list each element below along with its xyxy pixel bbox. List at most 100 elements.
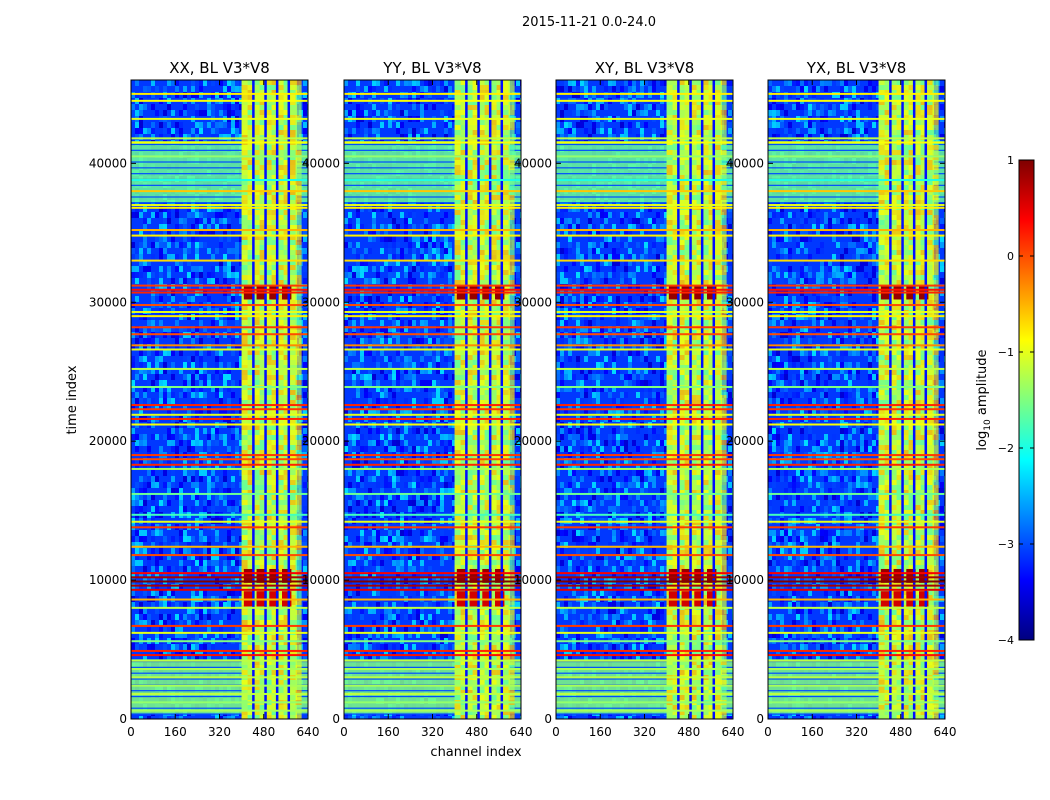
band-cell [247, 530, 254, 535]
band-cell [283, 360, 290, 365]
band-cell [247, 95, 254, 100]
band-cell [283, 470, 290, 475]
band-cell [241, 160, 248, 165]
band-cell [259, 110, 266, 115]
band-cell [265, 190, 272, 195]
heatmap-cell [155, 584, 159, 590]
band-cell [265, 540, 272, 545]
band-cell [271, 510, 278, 515]
heatmap-cell [159, 134, 163, 140]
band-cell [295, 455, 302, 460]
band-cell [265, 365, 272, 370]
heatmap-cell [404, 266, 408, 272]
band-cell [253, 445, 260, 450]
band-cell [295, 95, 302, 100]
heatmap-cell [239, 410, 243, 416]
heatmap-cell [235, 404, 239, 410]
heatmap-cell [171, 254, 175, 260]
heatmap-cell [368, 206, 372, 212]
heatmap-cell [203, 536, 207, 542]
heatmap-cell [436, 242, 440, 248]
band-cell [277, 620, 284, 625]
band-cell [289, 120, 296, 125]
band-cell [271, 665, 278, 670]
band-cell [271, 620, 278, 625]
band-cell [283, 350, 290, 355]
band-cell [265, 635, 272, 640]
heatmap-cell [392, 236, 396, 242]
heatmap-cell [179, 716, 183, 719]
band-cell [295, 330, 302, 335]
band-cell [283, 565, 290, 570]
band-cell [283, 125, 290, 130]
band-cell [253, 550, 260, 555]
heatmap-cell [139, 542, 143, 548]
band-cell [259, 230, 266, 235]
band-cell [295, 200, 302, 205]
heatmap-cell [420, 272, 424, 278]
band-cell [295, 375, 302, 380]
band-cell [289, 90, 296, 95]
heatmap-cell [400, 296, 404, 302]
band-cell [265, 225, 272, 230]
heatmap-cell [223, 464, 227, 470]
heatmap-cell [239, 218, 243, 224]
heatmap-cell [396, 260, 400, 266]
band-cell [253, 350, 260, 355]
heatmap-cell [139, 338, 143, 344]
band-cell [265, 405, 272, 410]
heatmap-cell [203, 566, 207, 572]
heatmap-cell [143, 338, 147, 344]
heatmap-cell [408, 230, 412, 236]
heatmap-cell [400, 212, 404, 218]
band-cell [277, 265, 284, 270]
rfi-row [131, 234, 308, 237]
band-cell [271, 235, 278, 240]
heatmap-cell [163, 572, 167, 578]
band-cell [277, 495, 284, 500]
heatmap-cell [179, 434, 183, 440]
band-cell [289, 620, 296, 625]
band-cell [271, 400, 278, 405]
heatmap-cell [163, 350, 167, 356]
band-cell [253, 170, 260, 175]
heatmap-cell [163, 248, 167, 254]
band-cell [253, 145, 260, 150]
band-cell [277, 555, 284, 560]
band-cell [241, 690, 248, 695]
heatmap-cell [207, 458, 211, 464]
heatmap-cell [356, 86, 360, 92]
band-cell [265, 150, 272, 155]
band-cell [289, 100, 296, 105]
band-cell [295, 465, 302, 470]
band-cell [271, 110, 278, 115]
band-cell [253, 335, 260, 340]
heatmap-cell [199, 608, 203, 614]
band-cell [265, 580, 272, 585]
heatmap-cell [175, 614, 179, 620]
heatmap-cell [404, 86, 408, 92]
band-cell [295, 175, 302, 180]
band-cell [277, 560, 284, 565]
heatmap-cell [215, 356, 219, 362]
band-cell [271, 550, 278, 555]
heatmap-cell [183, 506, 187, 512]
heatmap-cell [175, 254, 179, 260]
band-cell [295, 685, 302, 690]
heatmap-cell [195, 122, 199, 128]
band-cell [289, 610, 296, 615]
band-cell [241, 400, 248, 405]
heatmap-cell [344, 272, 348, 278]
heatmap-cell [135, 134, 139, 140]
heatmap-cell [155, 560, 159, 566]
band-cell [247, 510, 254, 515]
band-cell [277, 215, 284, 220]
heatmap-cell [400, 248, 404, 254]
heatmap-cell [452, 212, 456, 218]
band-cell [265, 590, 272, 595]
heatmap-cell [151, 230, 155, 236]
band-cell [283, 255, 290, 260]
heatmap-cell [404, 80, 408, 86]
heatmap-cell [416, 296, 420, 302]
band-cell [277, 420, 284, 425]
